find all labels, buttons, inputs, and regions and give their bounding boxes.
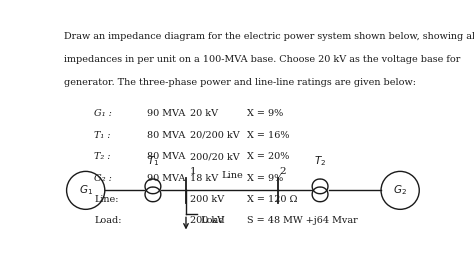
Text: $T_1$: $T_1$ [147,154,159,168]
Text: X = 20%: X = 20% [246,152,289,161]
Text: S = 48 MW +j64 Mvar: S = 48 MW +j64 Mvar [246,216,357,225]
Text: 18 kV: 18 kV [190,173,218,183]
Text: T₂ :: T₂ : [94,152,110,161]
Text: 90 MVA: 90 MVA [147,109,186,118]
Text: Load:: Load: [94,216,122,225]
Text: 20 kV: 20 kV [190,109,218,118]
Text: impedances in per unit on a 100-MVA base. Choose 20 kV as the voltage base for: impedances in per unit on a 100-MVA base… [64,55,460,64]
Text: X = 9%: X = 9% [246,173,283,183]
Text: X = 120 Ω: X = 120 Ω [246,195,297,204]
Text: 20/200 kV: 20/200 kV [190,131,239,140]
Text: Line: Line [221,171,243,180]
Text: T₁ :: T₁ : [94,131,110,140]
Text: Line:: Line: [94,195,118,204]
Text: 200 kV: 200 kV [190,195,224,204]
Text: X = 9%: X = 9% [246,109,283,118]
Text: 200 kV: 200 kV [190,216,224,225]
Text: $T_2$: $T_2$ [314,154,326,168]
Text: Draw an impedance diagram for the electric power system shown below, showing all: Draw an impedance diagram for the electr… [64,32,474,41]
Text: 1: 1 [190,167,196,176]
Text: X = 16%: X = 16% [246,131,289,140]
Text: G₁ :: G₁ : [94,109,112,118]
Text: 80 MVA: 80 MVA [147,131,186,140]
Text: 2: 2 [280,167,286,176]
Text: 80 MVA: 80 MVA [147,152,186,161]
Text: 90 MVA: 90 MVA [147,173,186,183]
Text: 200/20 kV: 200/20 kV [190,152,239,161]
Text: generator. The three-phase power and line-line ratings are given below:: generator. The three-phase power and lin… [64,78,416,87]
Text: $G_2$: $G_2$ [393,184,407,197]
Text: Load: Load [201,216,225,225]
Text: $G_1$: $G_1$ [79,184,93,197]
Text: G₂ :: G₂ : [94,173,112,183]
